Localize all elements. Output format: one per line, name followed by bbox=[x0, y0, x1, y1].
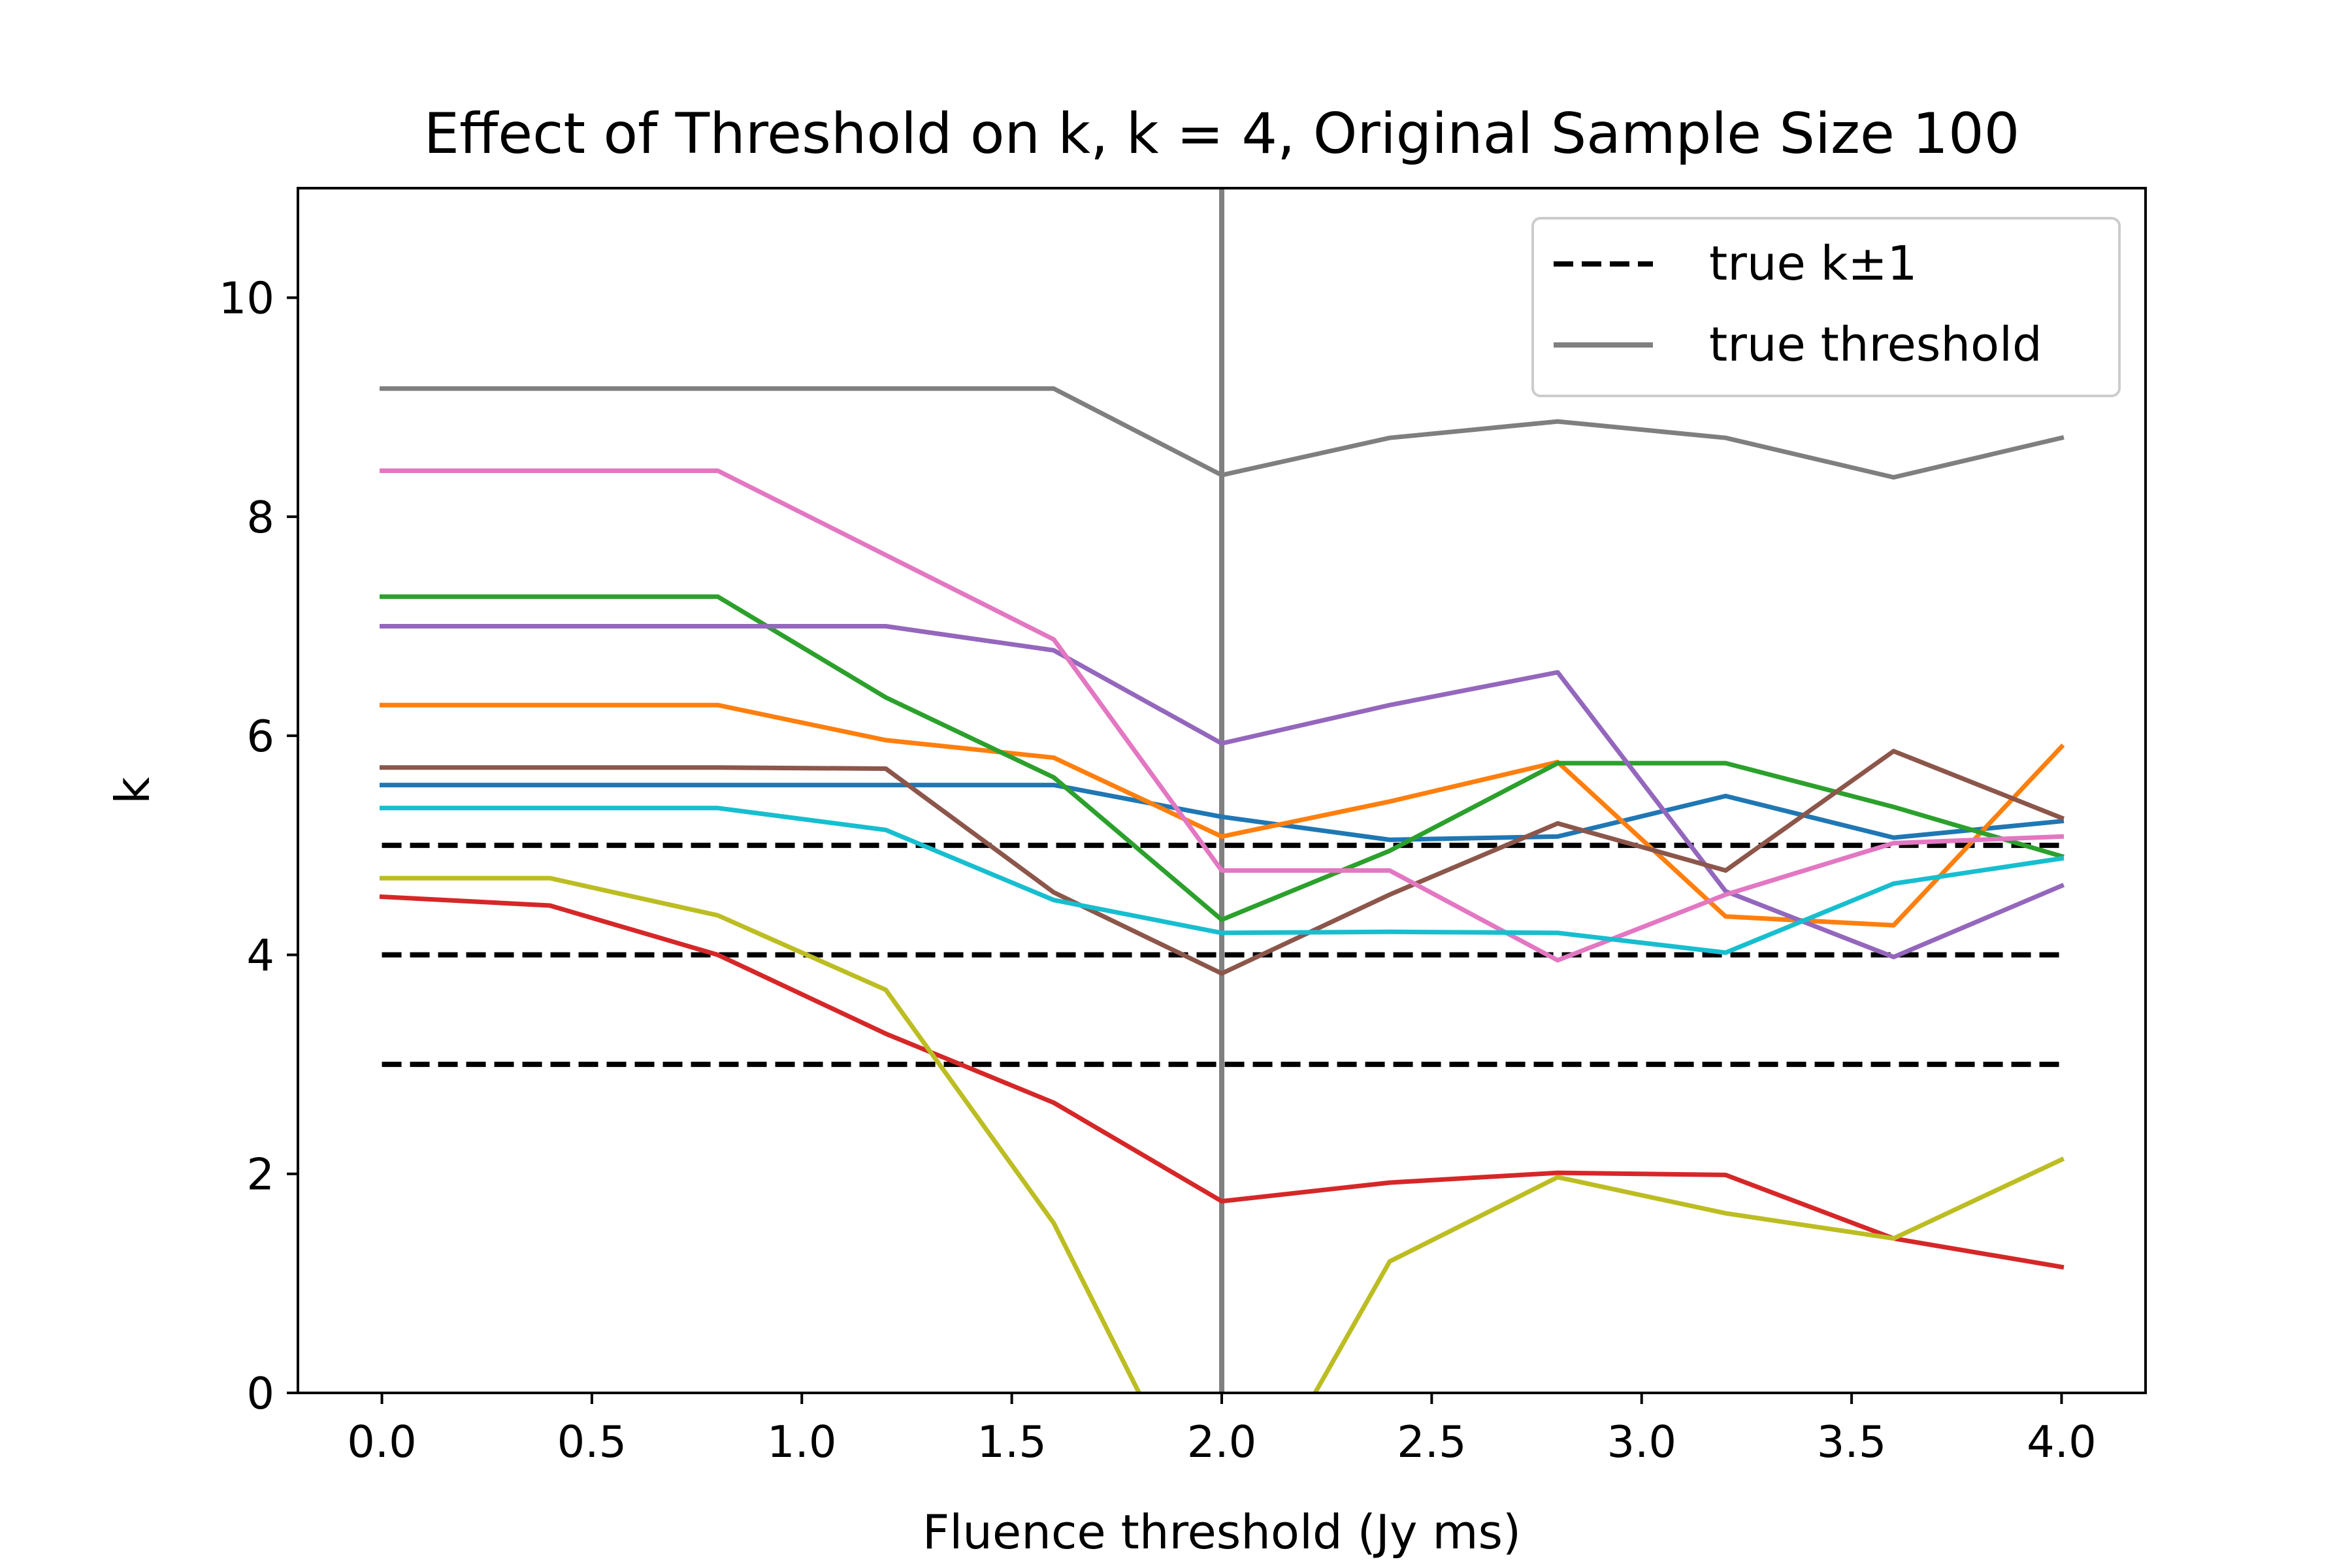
x-tick-label: 4.0 bbox=[2027, 1416, 2097, 1467]
y-axis: 0 2 4 6 8 10 bbox=[219, 273, 298, 1419]
x-tick-label: 1.0 bbox=[767, 1416, 837, 1467]
chart-title: Effect of Threshold on k, k = 4, Origina… bbox=[424, 101, 2020, 167]
series-line-2 bbox=[380, 702, 2065, 928]
series-line-8 bbox=[380, 386, 2065, 480]
x-tick-label: 2.0 bbox=[1187, 1416, 1257, 1467]
reference-lines bbox=[382, 188, 2062, 1393]
y-tick-label: 10 bbox=[219, 273, 274, 324]
series-line-5 bbox=[380, 624, 2065, 960]
x-axis-label: Fluence threshold (Jy ms) bbox=[923, 1505, 1521, 1560]
x-tick-label: 0.5 bbox=[557, 1416, 627, 1467]
series-line-4 bbox=[379, 894, 2065, 1270]
y-tick-label: 2 bbox=[246, 1149, 274, 1200]
y-axis-label: k bbox=[105, 777, 160, 804]
series-line-9 bbox=[380, 875, 2065, 1393]
y-tick-label: 6 bbox=[246, 711, 274, 762]
x-tick-label: 3.5 bbox=[1817, 1416, 1887, 1467]
y-tick-label: 0 bbox=[246, 1368, 274, 1419]
plot-area bbox=[297, 187, 2147, 1394]
legend: true k±1 true threshold bbox=[1531, 217, 2121, 397]
x-tick-label: 3.0 bbox=[1607, 1416, 1676, 1467]
y-tick-label: 4 bbox=[246, 930, 274, 981]
series-line-3 bbox=[380, 594, 2065, 923]
series-line-6 bbox=[380, 749, 2065, 976]
series-lines bbox=[379, 386, 2065, 1393]
legend-label-true-threshold: true threshold bbox=[1709, 317, 2042, 372]
legend-box bbox=[1531, 217, 2121, 397]
series-line-10 bbox=[380, 806, 2065, 955]
legend-label-true-k: true k±1 bbox=[1709, 236, 1917, 291]
y-tick-label: 8 bbox=[246, 492, 274, 543]
series-line-7 bbox=[380, 468, 2065, 963]
x-tick-label: 1.5 bbox=[977, 1416, 1047, 1467]
x-axis: 0.0 0.5 1.0 1.5 2.0 2.5 3.0 3.5 4.0 bbox=[347, 1393, 2097, 1467]
x-tick-label: 0.0 bbox=[347, 1416, 417, 1467]
series-line-1 bbox=[380, 783, 2065, 842]
x-tick-label: 2.5 bbox=[1397, 1416, 1467, 1467]
